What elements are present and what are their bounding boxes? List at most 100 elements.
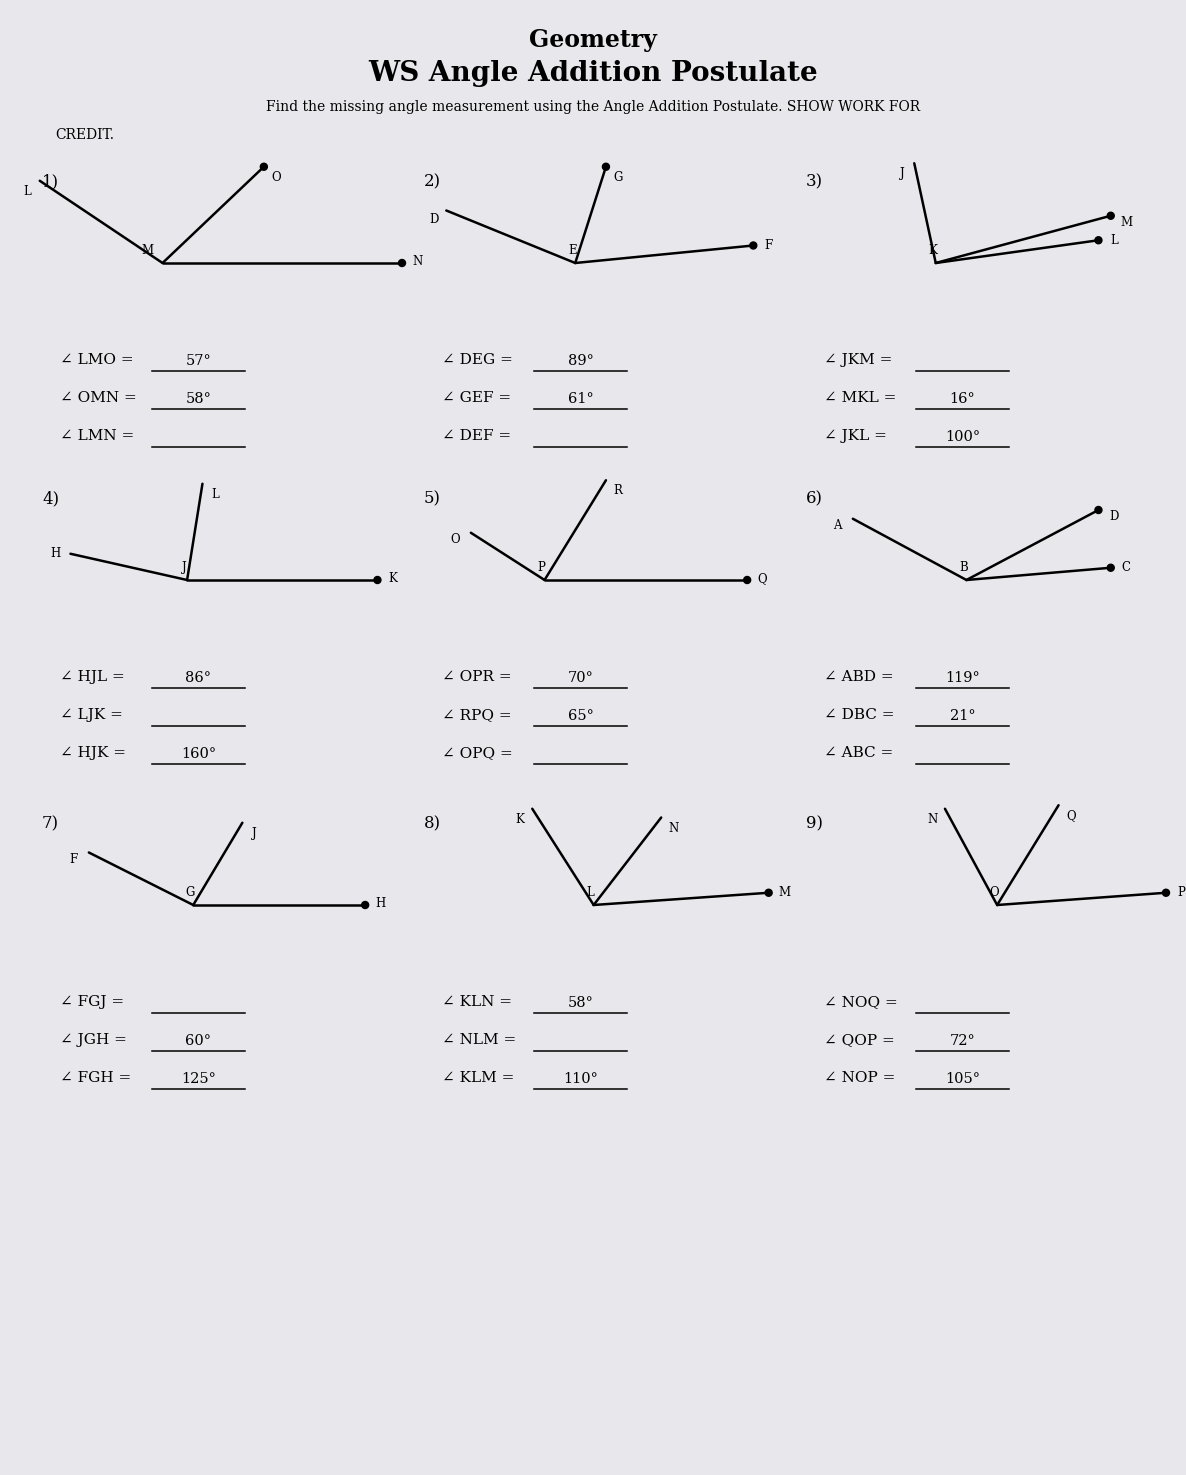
Text: 105°: 105° (945, 1072, 980, 1086)
Text: K: K (388, 572, 397, 584)
Circle shape (744, 577, 751, 584)
Circle shape (1095, 506, 1102, 513)
Circle shape (1108, 565, 1114, 571)
Text: ∠ NLM =: ∠ NLM = (442, 1032, 516, 1047)
Text: C: C (1122, 562, 1130, 574)
Text: ∠ OPR =: ∠ OPR = (442, 670, 511, 684)
Text: M: M (141, 245, 153, 257)
Circle shape (750, 242, 757, 249)
Text: P: P (537, 562, 546, 574)
Text: 86°: 86° (185, 671, 211, 684)
Text: 2): 2) (425, 173, 441, 190)
Text: 1): 1) (42, 173, 59, 190)
Text: ∠ DBC =: ∠ DBC = (824, 708, 894, 721)
Text: J: J (181, 562, 186, 574)
Text: 110°: 110° (563, 1072, 598, 1086)
Text: 65°: 65° (568, 709, 593, 723)
Circle shape (1162, 889, 1169, 897)
Text: K: K (929, 245, 937, 257)
Text: 5): 5) (425, 490, 441, 507)
Text: K: K (516, 813, 524, 826)
Text: 16°: 16° (950, 392, 975, 406)
Text: 8): 8) (425, 816, 441, 832)
Text: N: N (413, 255, 422, 268)
Text: B: B (959, 562, 968, 574)
Text: Q: Q (1066, 810, 1076, 822)
Text: 60°: 60° (185, 1034, 211, 1049)
Text: ∠ KLN =: ∠ KLN = (442, 996, 512, 1009)
Text: 9): 9) (806, 816, 823, 832)
Text: Q: Q (758, 572, 767, 584)
Text: ∠ HJK =: ∠ HJK = (60, 746, 126, 760)
Text: D: D (429, 212, 439, 226)
Text: 3): 3) (806, 173, 823, 190)
Text: ∠ NOP =: ∠ NOP = (824, 1071, 895, 1086)
Text: J: J (253, 827, 257, 839)
Text: ∠ OMN =: ∠ OMN = (60, 391, 136, 406)
Text: ∠ ABD =: ∠ ABD = (824, 670, 893, 684)
Circle shape (374, 577, 381, 584)
Text: 119°: 119° (945, 671, 980, 684)
Text: ∠ DEF =: ∠ DEF = (442, 429, 511, 442)
Text: M: M (778, 886, 790, 900)
Text: L: L (24, 184, 31, 198)
Text: 58°: 58° (185, 392, 211, 406)
Text: 57°: 57° (186, 354, 211, 367)
Text: 7): 7) (42, 816, 59, 832)
Circle shape (398, 260, 406, 267)
Text: 6): 6) (806, 490, 823, 507)
Text: ∠ LMN =: ∠ LMN = (60, 429, 134, 442)
Text: Find the missing angle measurement using the Angle Addition Postulate. SHOW WORK: Find the missing angle measurement using… (266, 100, 920, 114)
Circle shape (765, 889, 772, 897)
Text: R: R (614, 484, 623, 497)
Text: G: G (185, 886, 195, 900)
Text: O: O (989, 886, 999, 900)
Text: J: J (900, 167, 905, 180)
Text: ∠ KLM =: ∠ KLM = (442, 1071, 515, 1086)
Text: H: H (376, 897, 385, 910)
Text: O: O (272, 171, 281, 184)
Text: L: L (1110, 233, 1117, 246)
Circle shape (362, 901, 369, 909)
Text: ∠ ABC =: ∠ ABC = (824, 746, 893, 760)
Text: ∠ RPQ =: ∠ RPQ = (442, 708, 511, 721)
Text: ∠ FGJ =: ∠ FGJ = (60, 996, 125, 1009)
Text: ∠ FGH =: ∠ FGH = (60, 1071, 132, 1086)
Text: 72°: 72° (950, 1034, 975, 1049)
Text: F: F (70, 853, 77, 866)
Text: N: N (669, 822, 678, 835)
Text: ∠ OPQ =: ∠ OPQ = (442, 746, 512, 760)
Text: 125°: 125° (181, 1072, 216, 1086)
Text: 89°: 89° (568, 354, 593, 367)
Text: L: L (587, 886, 594, 900)
Text: 100°: 100° (945, 431, 980, 444)
Text: 70°: 70° (568, 671, 593, 684)
Circle shape (261, 164, 267, 170)
Text: F: F (765, 239, 773, 252)
Text: 58°: 58° (568, 996, 593, 1010)
Text: Geometry: Geometry (529, 28, 657, 52)
Text: ∠ JKL =: ∠ JKL = (824, 429, 887, 442)
Text: 21°: 21° (950, 709, 975, 723)
Text: ∠ JGH =: ∠ JGH = (60, 1032, 127, 1047)
Text: ∠ NOQ =: ∠ NOQ = (824, 996, 898, 1009)
Text: 160°: 160° (181, 746, 216, 761)
Text: 4): 4) (42, 490, 59, 507)
Text: ∠ MKL =: ∠ MKL = (824, 391, 897, 406)
Text: ∠ JKM =: ∠ JKM = (824, 353, 892, 367)
Circle shape (1108, 212, 1114, 220)
Text: D: D (1109, 510, 1118, 524)
Text: ∠ HJL =: ∠ HJL = (60, 670, 125, 684)
Text: A: A (834, 519, 842, 532)
Circle shape (602, 164, 610, 170)
Text: G: G (613, 171, 623, 184)
Text: H: H (50, 547, 60, 560)
Text: N: N (927, 813, 938, 826)
Text: ∠ GEF =: ∠ GEF = (442, 391, 511, 406)
Text: ∠ QOP =: ∠ QOP = (824, 1032, 894, 1047)
Text: P: P (1178, 886, 1185, 900)
Text: L: L (211, 488, 218, 500)
Text: 61°: 61° (568, 392, 593, 406)
Text: E: E (568, 245, 576, 257)
Text: ∠ LMO =: ∠ LMO = (60, 353, 134, 367)
